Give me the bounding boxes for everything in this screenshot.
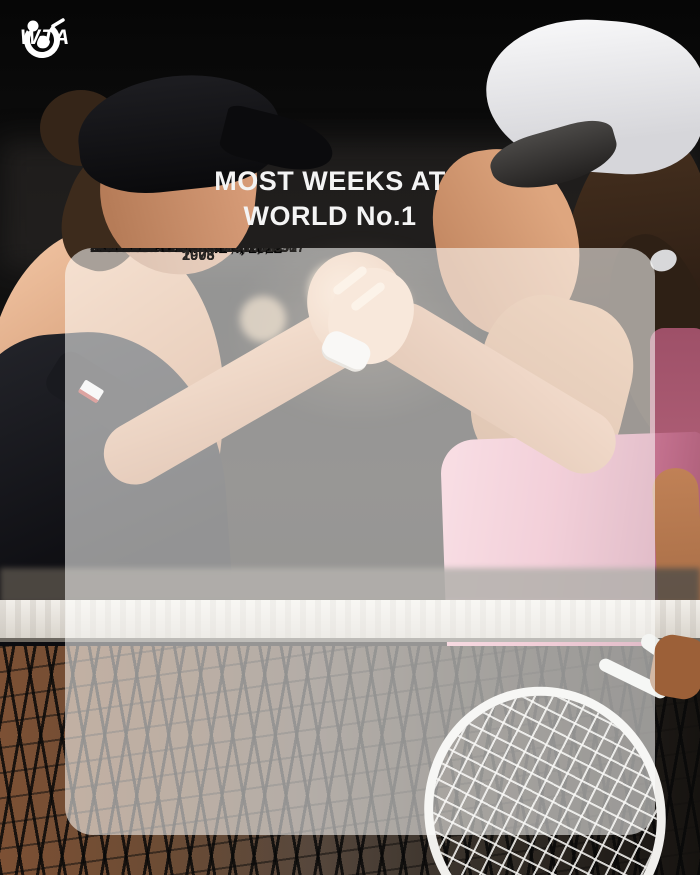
title-line-1: MOST WEEKS AT (214, 166, 446, 196)
player-name: MARTINA HINGIS (90, 248, 333, 257)
date-reached: JUNE 24, 2019 (182, 248, 283, 256)
wta-logo-icon (24, 18, 65, 58)
date-reached: JULY 8, 2002 (182, 248, 272, 256)
player-name: MARTINA NAVRATILOVA (90, 248, 333, 257)
weeks-count: 178 (90, 248, 180, 257)
player-name: SERENA WILLIAMS (90, 248, 333, 257)
weeks-count: 98 (90, 248, 180, 257)
weeks-count: 260 (90, 248, 180, 257)
page-title: MOST WEEKS AT WORLD No.1 (120, 164, 540, 234)
weeks-count: 332 (90, 248, 180, 257)
player-name: CHRIS EVERT (90, 248, 333, 257)
date-reached: MARCH 31, 1997 (182, 248, 298, 256)
ranking-panel: STEFFI GRAF 377 AUGUST 17, 1987 MARTINA … (65, 248, 655, 835)
weeks-count: 117 (90, 248, 180, 257)
date-reached: AUGUST 17, 1987 (182, 248, 306, 256)
player-name: ASHLEIGH BARTY (90, 248, 333, 257)
date-reached: NOVEMBER 3, 1975 (182, 248, 215, 264)
player-name: IGA SWIATEK (90, 248, 333, 257)
title-line-2: WORLD No.1 (243, 201, 417, 232)
player-name: MONICA SELES (90, 248, 333, 257)
date-reached: JULY 10, 1978 (182, 248, 280, 256)
wta-logo: WTA (20, 14, 150, 62)
ranking-table: STEFFI GRAF 377 AUGUST 17, 1987 MARTINA … (65, 248, 655, 835)
weeks-count: 319 (90, 248, 180, 257)
player-name: LINDSAY DAVENPORT (90, 248, 333, 257)
weeks-count: 121 (90, 248, 180, 257)
date-reached: APRIL 4, 2022 (182, 248, 283, 257)
wta-logo-text: WTA (20, 26, 71, 49)
date-reached: OCTOBER 12, 1998 (182, 248, 215, 264)
date-reached: OCTOBER 20, 2003 (182, 248, 215, 264)
weeks-count: 377 (90, 248, 180, 257)
player-name: STEFFI GRAF (90, 248, 333, 257)
date-reached: MARCH 11, 1991 (182, 248, 298, 256)
player-name: JUSTINE HENIN (90, 248, 333, 257)
weeks-count: 122 (90, 248, 180, 257)
weeks-count: 209 (90, 248, 180, 257)
